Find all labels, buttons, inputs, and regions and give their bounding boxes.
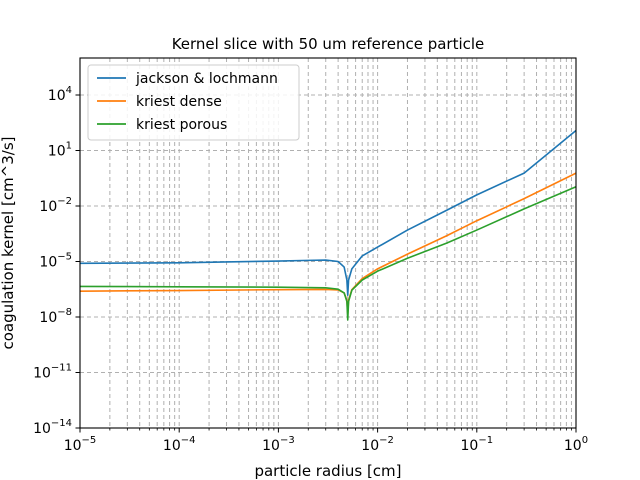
x-tick-label: 100 [564,435,588,454]
legend-label-3: kriest porous [136,117,227,133]
x-tick-label: 10−2 [361,435,394,454]
x-axis-label: particle radius [cm] [254,462,401,480]
legend-label-2: kriest dense [136,94,222,110]
x-tick-label: 10−1 [461,435,494,454]
ticks: 10−5 10−4 10−3 10−2 10−1 100 10−14 10−11 10−8 10−… [33,85,588,454]
legend: jackson & lochmann kriest dense kriest por… [87,64,300,141]
x-tick-label: 10−3 [262,435,295,454]
series-lines [79,129,577,321]
y-tick-label: 10−2 [39,196,72,215]
y-tick-label: 101 [48,141,72,160]
legend-box [87,64,300,141]
plot-frame [79,57,577,429]
y-tick-label: 10−5 [39,252,72,271]
grid [80,58,576,428]
y-tick-label: 10−8 [39,307,72,326]
series-line-1 [79,129,577,297]
x-tick-label: 10−5 [64,435,97,454]
legend-label-1: jackson & lochmann [135,71,278,87]
x-tick-label: 10−4 [163,435,196,454]
y-axis-label: coagulation kernel [cm^3/s] [0,136,17,349]
y-tick-label: 104 [48,85,72,104]
y-tick-label: 10−14 [33,418,72,437]
chart-title: Kernel slice with 50 um reference partic… [172,35,485,53]
y-tick-label: 10−11 [33,363,72,382]
series-line-3 [79,185,577,321]
